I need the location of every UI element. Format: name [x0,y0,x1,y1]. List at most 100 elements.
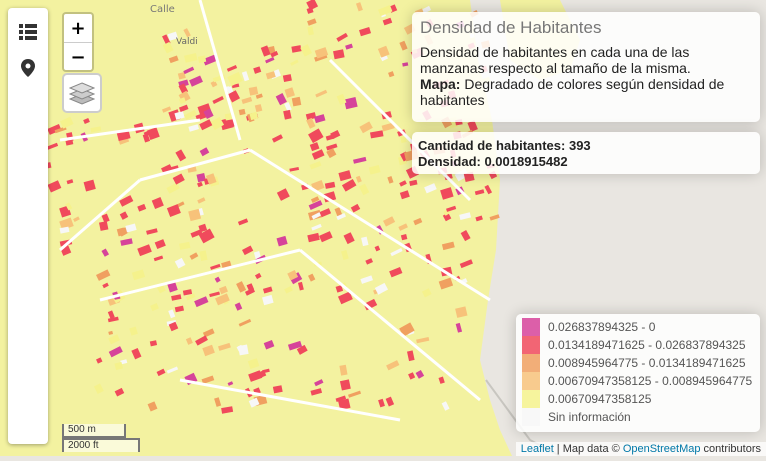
city-block[interactable] [475,215,483,222]
city-block[interactable] [183,66,195,75]
city-block[interactable] [238,344,249,356]
city-block[interactable] [365,258,374,265]
city-block[interactable] [188,124,199,132]
city-block[interactable] [382,17,393,26]
city-block[interactable] [338,170,352,182]
city-block[interactable] [276,235,288,247]
city-block[interactable] [238,108,246,116]
city-block[interactable] [307,18,317,26]
city-block[interactable] [311,211,323,220]
city-block[interactable] [438,376,445,384]
city-block[interactable] [402,62,409,67]
city-block[interactable] [198,228,215,244]
city-block[interactable] [474,189,485,196]
city-block[interactable] [131,347,142,360]
city-block[interactable] [353,156,367,164]
city-block[interactable] [73,216,80,223]
city-block[interactable] [184,53,198,63]
city-block[interactable] [183,109,197,120]
city-block[interactable] [355,2,363,12]
city-block[interactable] [314,114,326,124]
city-block[interactable] [101,213,110,223]
city-block[interactable] [306,0,319,11]
city-block[interactable] [212,96,224,104]
city-block[interactable] [323,191,337,203]
city-block[interactable] [415,369,425,379]
city-block[interactable] [209,291,220,298]
city-block[interactable] [309,142,320,152]
city-block[interactable] [291,45,302,53]
city-block[interactable] [96,357,103,364]
city-block[interactable] [90,126,102,133]
city-block[interactable] [146,127,160,140]
city-block[interactable] [241,96,253,105]
city-block[interactable] [156,368,166,377]
city-block[interactable] [335,395,347,402]
city-block[interactable] [380,54,388,62]
city-block[interactable] [179,241,191,250]
city-block[interactable] [484,184,493,195]
city-block[interactable] [287,270,299,281]
city-block[interactable] [171,294,182,301]
city-block[interactable] [202,328,215,338]
city-block[interactable] [168,309,176,319]
city-block[interactable] [337,291,353,305]
city-block[interactable] [326,148,337,159]
city-block[interactable] [96,269,111,281]
city-block[interactable] [335,285,344,293]
city-block[interactable] [336,32,348,42]
city-block[interactable] [120,359,128,365]
city-block[interactable] [314,47,329,59]
city-block[interactable] [489,214,500,221]
city-block[interactable] [120,238,133,246]
city-block[interactable] [146,228,158,235]
city-block[interactable] [108,334,121,345]
city-block[interactable] [377,45,390,58]
city-block[interactable] [137,244,152,257]
city-block[interactable] [125,223,137,233]
city-block[interactable] [131,269,146,281]
city-block[interactable] [66,179,74,185]
city-block[interactable] [308,200,323,210]
city-block[interactable] [236,281,247,293]
city-block[interactable] [153,255,164,262]
city-block[interactable] [345,43,353,50]
city-block[interactable] [189,252,199,260]
city-block[interactable] [83,179,96,192]
city-block[interactable] [463,171,475,183]
city-block[interactable] [348,390,362,398]
city-block[interactable] [336,93,347,106]
city-block[interactable] [389,266,403,278]
city-block[interactable] [262,368,270,374]
city-block[interactable] [390,248,403,257]
city-block[interactable] [108,346,123,358]
city-block[interactable] [408,372,416,380]
city-block[interactable] [196,173,206,183]
city-block[interactable] [315,89,328,98]
city-block[interactable] [421,288,432,298]
city-block[interactable] [202,344,215,357]
city-block[interactable] [398,223,408,231]
city-block[interactable] [99,221,109,231]
city-block[interactable] [399,180,407,187]
city-block[interactable] [284,87,295,98]
city-block[interactable] [189,75,203,87]
city-block[interactable] [174,110,185,120]
city-block[interactable] [442,212,452,222]
city-block[interactable] [248,397,260,408]
city-block[interactable] [459,212,472,220]
city-block[interactable] [319,231,333,243]
city-block[interactable] [262,294,274,306]
city-block[interactable] [253,66,262,74]
city-block[interactable] [177,72,186,80]
city-block[interactable] [162,41,174,54]
city-block[interactable] [166,366,179,374]
city-block[interactable] [330,129,341,140]
city-block[interactable] [407,350,415,362]
city-block[interactable] [119,211,129,220]
city-block[interactable] [460,230,471,242]
city-block[interactable] [319,208,332,218]
city-block[interactable] [307,232,320,243]
city-block[interactable] [107,310,115,319]
city-block[interactable] [241,71,250,82]
